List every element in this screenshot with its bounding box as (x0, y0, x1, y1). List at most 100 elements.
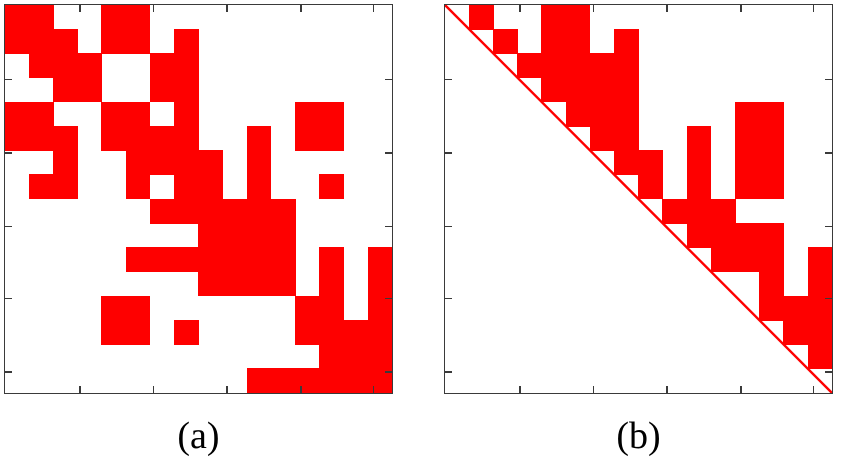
matrix-cell (686, 174, 712, 200)
matrix-cell (77, 53, 103, 79)
matrix-cell (125, 5, 151, 30)
axis-tick (812, 386, 815, 393)
matrix-cell (246, 271, 272, 297)
axis-tick (825, 225, 832, 228)
axis-tick (5, 78, 12, 81)
matrix-cell (541, 28, 567, 54)
matrix-cell (614, 150, 639, 176)
matrix-cell (517, 53, 543, 79)
matrix-cell (565, 53, 591, 79)
matrix-cell (319, 247, 344, 273)
matrix-cell (246, 247, 272, 273)
matrix-cell (783, 319, 809, 345)
matrix-cell (174, 174, 199, 200)
matrix-cell (198, 198, 223, 224)
matrix-cell (294, 101, 320, 127)
matrix-cell (198, 247, 223, 273)
matrix-cell (101, 5, 127, 30)
matrix-cell (614, 101, 639, 127)
matrix-cell (541, 53, 567, 79)
matrix-panel-a (4, 4, 393, 394)
matrix-cell (101, 295, 127, 321)
matrix-cell (638, 174, 663, 200)
matrix-cell (686, 125, 712, 151)
matrix-cell (468, 5, 494, 30)
matrix-cell (125, 295, 151, 321)
axis-tick (825, 152, 832, 154)
axis-tick (518, 386, 521, 393)
matrix-cell (149, 150, 175, 176)
matrix-cell (53, 174, 78, 200)
axis-tick (300, 5, 302, 12)
matrix-cell (294, 368, 320, 393)
matrix-cell (710, 198, 736, 224)
matrix-cell (807, 271, 832, 297)
axis-tick (385, 371, 392, 373)
matrix-cell (589, 101, 615, 127)
matrix-cell (734, 150, 760, 176)
matrix-cell (493, 28, 518, 54)
axis-tick (445, 78, 452, 81)
matrix-cell (319, 271, 344, 297)
matrix-cell (294, 295, 320, 321)
matrix-cell (149, 53, 175, 79)
matrix-cell (125, 150, 151, 176)
matrix-cell (28, 101, 54, 127)
axis-tick (226, 386, 228, 393)
matrix-cell (270, 198, 296, 224)
matrix-cell (614, 28, 639, 54)
matrix-cell (343, 319, 369, 345)
matrix-cell (759, 101, 784, 127)
matrix-cell (28, 125, 54, 151)
matrix-cell (734, 247, 760, 273)
matrix-cell (710, 247, 736, 273)
matrix-cell (222, 247, 248, 273)
matrix-cell (149, 247, 175, 273)
axis-tick (385, 78, 392, 81)
matrix-cell (686, 222, 712, 248)
matrix-cell (53, 53, 78, 79)
axis-tick (825, 371, 832, 373)
matrix-cell (5, 28, 30, 54)
matrix-cell (614, 53, 639, 79)
matrix-cell (53, 150, 78, 176)
matrix-cell (807, 247, 832, 273)
matrix-cell (28, 5, 54, 30)
matrix-cell (734, 101, 760, 127)
axis-tick (152, 386, 155, 393)
matrix-cell (101, 28, 127, 54)
matrix-cell (125, 28, 151, 54)
matrix-cell (149, 77, 175, 103)
matrix-cell (565, 77, 591, 103)
axis-tick (592, 386, 595, 393)
matrix-cell (589, 125, 615, 151)
matrix-cell (125, 319, 151, 345)
matrix-cell (759, 222, 784, 248)
matrix-cell (53, 77, 78, 103)
matrix-cell (759, 150, 784, 176)
matrix-cell (367, 271, 392, 297)
axis-tick (445, 152, 452, 154)
axis-tick (740, 5, 742, 12)
matrix-cell (174, 319, 199, 345)
matrix-cell (734, 222, 760, 248)
matrix-cell (101, 125, 127, 151)
matrix-cell (174, 198, 199, 224)
matrix-cell (686, 198, 712, 224)
axis-tick (385, 152, 392, 154)
matrix-cell (149, 125, 175, 151)
matrix-cell (343, 344, 369, 370)
matrix-cell (759, 271, 784, 297)
matrix-cell (53, 28, 78, 54)
axis-tick (226, 5, 228, 12)
axis-tick (372, 386, 375, 393)
matrix-cell (759, 125, 784, 151)
matrix-cell (614, 77, 639, 103)
matrix-cell (174, 53, 199, 79)
matrix-cell (198, 174, 223, 200)
matrix-cell (541, 77, 567, 103)
axis-tick (78, 386, 81, 393)
matrix-cell (28, 28, 54, 54)
matrix-cell (565, 101, 591, 127)
matrix-cell (174, 150, 199, 176)
